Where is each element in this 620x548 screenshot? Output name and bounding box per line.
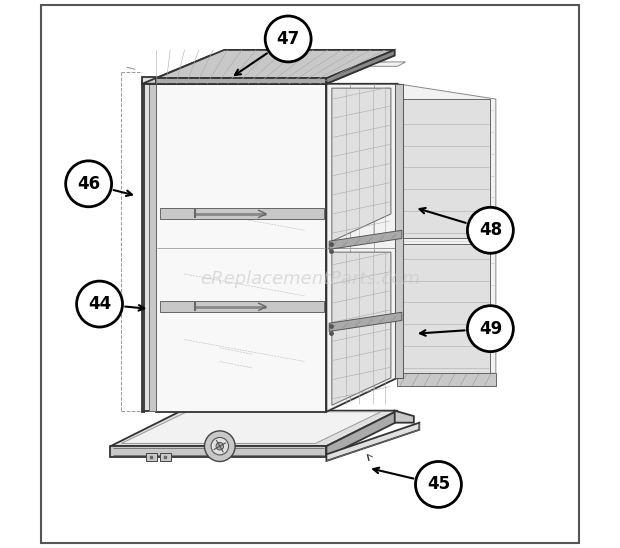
Polygon shape	[143, 83, 154, 410]
Text: 46: 46	[77, 175, 100, 193]
Circle shape	[265, 16, 311, 62]
Circle shape	[467, 306, 513, 352]
Circle shape	[77, 281, 123, 327]
Polygon shape	[326, 84, 397, 412]
Polygon shape	[110, 410, 397, 446]
Polygon shape	[156, 55, 395, 84]
Polygon shape	[142, 77, 156, 84]
Circle shape	[467, 207, 513, 253]
Polygon shape	[402, 244, 490, 374]
Polygon shape	[156, 50, 395, 78]
Polygon shape	[149, 83, 156, 410]
Text: eReplacementParts.com: eReplacementParts.com	[200, 271, 420, 288]
Polygon shape	[110, 446, 326, 457]
Polygon shape	[397, 84, 496, 378]
Circle shape	[205, 431, 235, 461]
Polygon shape	[122, 412, 381, 443]
Text: 47: 47	[277, 30, 299, 48]
Polygon shape	[397, 374, 496, 386]
Text: 49: 49	[479, 319, 502, 338]
Circle shape	[211, 437, 229, 455]
Polygon shape	[326, 423, 419, 461]
Text: 44: 44	[88, 295, 111, 313]
Polygon shape	[326, 410, 397, 457]
Bar	[160, 453, 171, 461]
Polygon shape	[402, 99, 490, 238]
Polygon shape	[332, 88, 391, 241]
Polygon shape	[142, 55, 224, 84]
Polygon shape	[160, 208, 324, 219]
Circle shape	[216, 442, 224, 450]
Polygon shape	[156, 84, 326, 412]
Circle shape	[66, 161, 112, 207]
Polygon shape	[395, 410, 414, 423]
Polygon shape	[161, 58, 386, 82]
Text: 45: 45	[427, 476, 450, 493]
Text: 48: 48	[479, 221, 502, 239]
Polygon shape	[142, 82, 144, 412]
Polygon shape	[329, 312, 402, 332]
Polygon shape	[160, 301, 324, 312]
Circle shape	[415, 461, 461, 507]
Polygon shape	[329, 230, 402, 249]
Polygon shape	[326, 50, 395, 84]
Polygon shape	[156, 78, 326, 84]
Polygon shape	[332, 252, 391, 405]
Polygon shape	[395, 84, 403, 378]
Bar	[146, 453, 157, 461]
Polygon shape	[211, 62, 405, 66]
